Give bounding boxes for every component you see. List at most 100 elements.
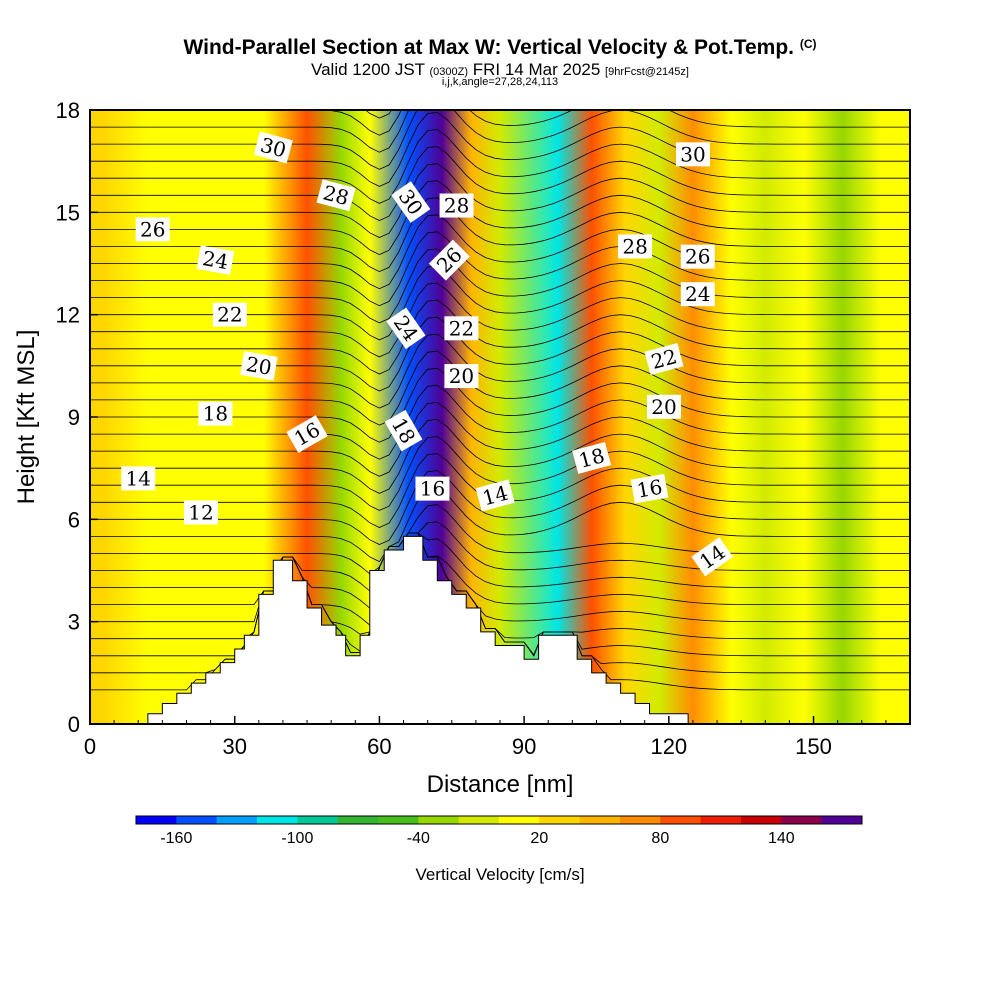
theta-contour-line [90, 110, 910, 153]
terrain [90, 535, 689, 724]
contour-label-text: 26 [685, 245, 710, 269]
contour-label-text: 14 [126, 466, 151, 490]
colorbar-swatch [741, 816, 782, 824]
theta-contour-line [90, 27, 910, 101]
theta-contour-line [90, 316, 910, 392]
contour-label: 20 [444, 364, 479, 389]
contour-label-text: 24 [685, 282, 710, 306]
theta-contour-line [90, 384, 910, 460]
contour-label: 22 [212, 302, 247, 327]
theta-contour-line [90, 521, 910, 592]
y-tick-label: 12 [56, 303, 80, 328]
y-tick-label: 6 [68, 507, 80, 532]
contour-label: 26 [135, 217, 170, 242]
theta-contour-line [90, 532, 910, 626]
y-tick-label: 18 [56, 98, 80, 123]
contour-label: 16 [630, 473, 669, 504]
contour-label-text: 20 [651, 395, 676, 419]
contour-label: 24 [196, 245, 235, 275]
x-tick-label: 30 [222, 734, 246, 759]
colorbar-swatch [821, 816, 863, 824]
y-axis: 0 3 6 9 12 15 18 [56, 98, 98, 737]
contour-label: 12 [183, 500, 218, 525]
y-tick-label: 3 [68, 610, 80, 635]
contour-label-text: 20 [449, 364, 474, 388]
y-tick-label: 9 [68, 405, 80, 430]
colorbar-tick-label: 140 [768, 830, 795, 847]
theta-contour-line [90, 248, 910, 324]
contour-label-text: 22 [449, 316, 474, 340]
colorbar-swatch [176, 816, 218, 824]
contour-label: 14 [121, 466, 156, 491]
x-tick-label: 90 [512, 734, 536, 759]
contour-label: 22 [444, 316, 479, 341]
contour-label: 24 [386, 307, 426, 350]
y-tick-label: 15 [56, 200, 80, 225]
x-tick-label: 60 [367, 734, 391, 759]
chart-subtitle: Valid 1200 JST (0300Z) FRI 14 Mar 2025 [… [311, 60, 689, 79]
theta-contour-line [90, 532, 910, 609]
colorbar-label: Vertical Velocity [cm/s] [415, 865, 584, 884]
colorbar-swatch [257, 816, 298, 824]
theta-contour-line [90, 110, 910, 170]
contour-label: 16 [415, 476, 450, 501]
contour-label: 18 [572, 441, 612, 474]
contour-label: 20 [647, 394, 681, 419]
chart-title: Wind-Parallel Section at Max W: Vertical… [183, 36, 817, 59]
contour-label: 30 [675, 142, 710, 167]
contour-label: 26 [680, 244, 715, 269]
colorbar-tick-label: -100 [281, 830, 313, 847]
contour-label-text: 28 [444, 194, 469, 218]
theta-contour-line [90, 532, 910, 652]
theta-contour-line [90, 333, 910, 409]
contour-label-text: 12 [188, 501, 213, 525]
colorbar-swatch [579, 816, 621, 824]
theta-contour-line [90, 111, 910, 187]
theta-contour-line [90, 163, 910, 238]
colorbar-swatch [539, 816, 581, 824]
colorbar-swatch [781, 816, 823, 824]
theta-contour-line [90, 470, 910, 545]
theta-contour-line [90, 0, 910, 67]
contour-label: 28 [439, 193, 474, 218]
colorbar: -160 -100 -40 20 80 140 [135, 815, 863, 847]
theta-contour-line [90, 231, 910, 307]
theta-contour-line [90, 532, 910, 657]
colorbar-swatch [216, 816, 258, 824]
colorbar-swatch [418, 816, 460, 824]
contour-label: 20 [239, 351, 278, 381]
contour-label-text: 22 [217, 303, 242, 327]
theta-contour-line [90, 146, 910, 221]
contour-label: 28 [618, 234, 653, 259]
theta-contour-line [90, 504, 910, 575]
x-axis: 0 30 60 90 120 150 [84, 716, 887, 759]
theta-contour-line [90, 197, 910, 273]
y-axis-label: Height [Kft MSL] [13, 330, 40, 505]
colorbar-swatch [458, 816, 500, 824]
colorbar-tick-label: -40 [407, 830, 430, 847]
contour-label: 30 [253, 131, 293, 164]
theta-contour-line [90, 418, 910, 494]
colorbar-swatch [700, 816, 742, 824]
theta-contour-line [364, 110, 392, 119]
theta-contour-line [90, 350, 910, 426]
colorbar-swatch [499, 816, 540, 824]
colorbar-swatch [297, 816, 339, 824]
theta-contour-line [90, 0, 910, 50]
colorbar-swatch [337, 816, 379, 824]
colorbar-swatch [136, 816, 177, 824]
theta-contour-line [90, 129, 910, 204]
x-tick-label: 120 [650, 734, 687, 759]
chart-indices: i,j,k,angle=27,28,24,113 [441, 76, 559, 88]
theta-contour-line [90, 10, 910, 84]
x-axis-label: Distance [nm] [427, 771, 574, 798]
theta-contour-line [90, 401, 910, 477]
theta-contour-line [90, 487, 910, 563]
colorbar-tick-label: 80 [651, 830, 669, 847]
contour-label: 18 [198, 401, 233, 426]
theta-contours [90, 0, 910, 691]
colorbar-swatch [660, 816, 702, 824]
contour-label-text: 20 [244, 352, 273, 380]
